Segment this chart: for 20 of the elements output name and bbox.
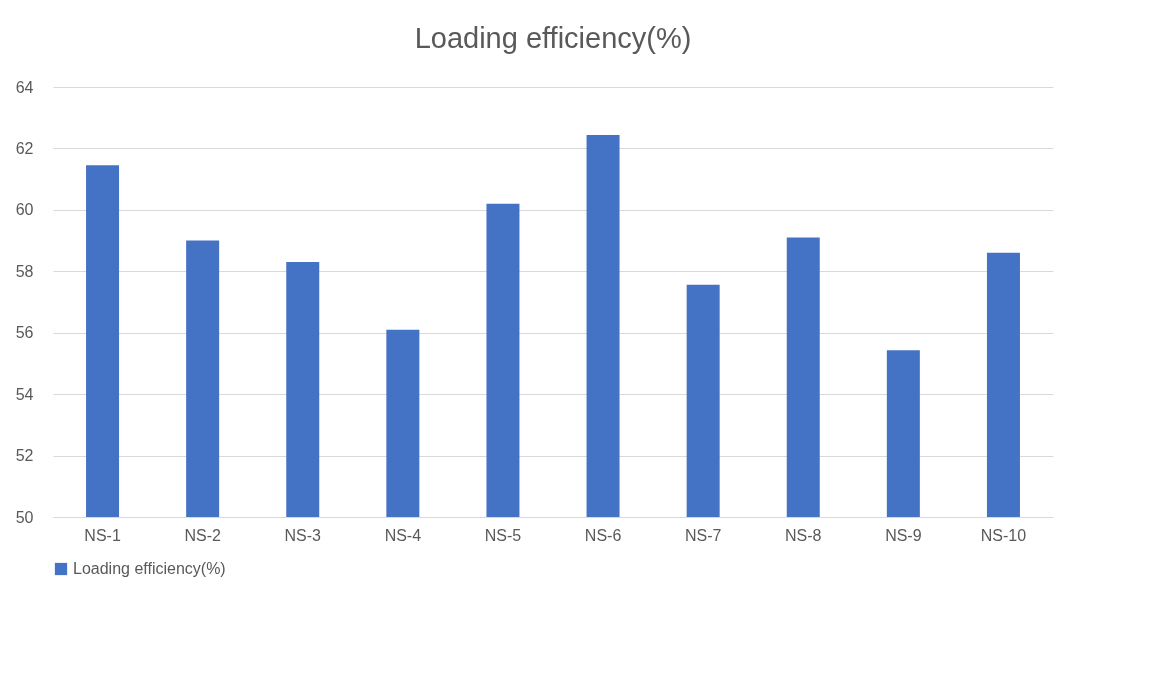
- x-tick-label: NS-3: [284, 526, 322, 544]
- chart-title: Loading efficiency(%): [414, 22, 692, 54]
- y-tick-label: 50: [15, 508, 34, 526]
- x-tick-label: NS-10: [980, 526, 1027, 544]
- y-tick-label: 60: [15, 201, 34, 219]
- x-tick-label: NS-8: [785, 526, 822, 544]
- x-tick-label: NS-2: [184, 526, 221, 544]
- legend-label: Loading efficiency(%): [73, 560, 226, 577]
- y-tick-label: 54: [15, 385, 34, 403]
- x-tick-label: NS-6: [584, 526, 622, 544]
- x-tick-label: NS-4: [384, 526, 422, 544]
- y-tick-label: 62: [15, 139, 34, 157]
- y-tick-label: 64: [15, 78, 34, 96]
- x-tick-label: NS-7: [684, 526, 722, 544]
- y-tick-label: 52: [15, 447, 34, 465]
- x-tick-label: NS-9: [885, 526, 922, 544]
- x-tick-label: NS-5: [484, 526, 522, 544]
- x-tick-label: NS-1: [84, 526, 121, 544]
- y-tick-label: 56: [15, 324, 34, 342]
- y-tick-label: 58: [15, 262, 34, 280]
